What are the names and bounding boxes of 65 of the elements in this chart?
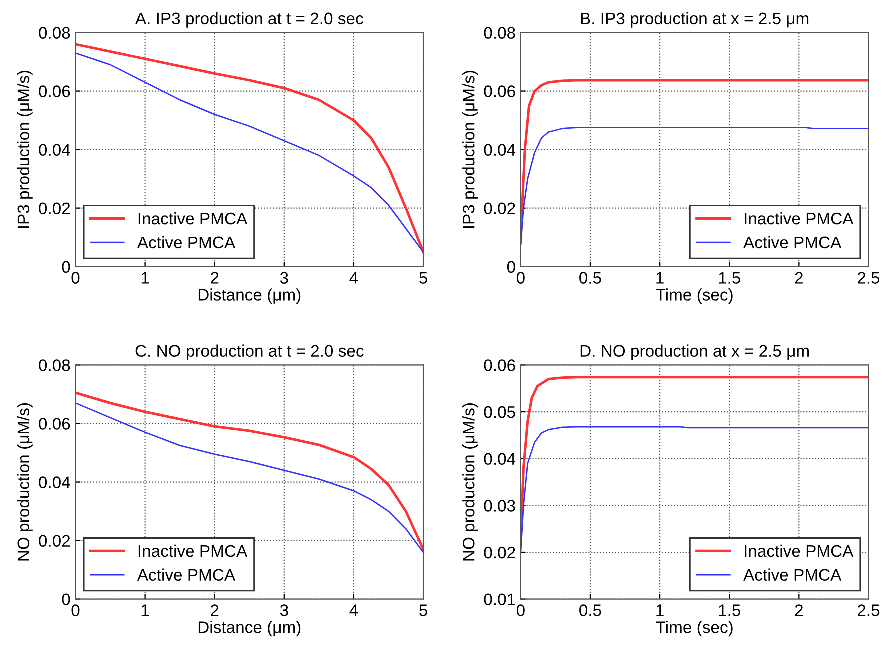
y-tick-label: 0.02 <box>39 535 70 547</box>
y-tick-label: 0.02 <box>39 202 70 215</box>
y-tick-label: 0.04 <box>39 144 70 156</box>
chart-title: C. NO production at t = 2.0 sec <box>136 344 364 360</box>
legend-label: Inactive PMCA <box>745 544 854 558</box>
x-axis-title: Distance (μm) <box>198 621 301 637</box>
x-tick-label: 2.5 <box>858 604 880 616</box>
x-tick-label: 2.5 <box>858 272 880 284</box>
y-tick-label: 0.04 <box>39 476 70 488</box>
x-tick-label: 2 <box>211 272 219 284</box>
y-tick-label: 0.06 <box>484 86 516 98</box>
chart-title: D. NO production at x = 2.5 μm <box>580 344 809 360</box>
chart-title: A. IP3 production at t = 2.0 sec <box>135 12 364 28</box>
y-tick-label: 0.06 <box>39 418 70 430</box>
legend-label: Inactive PMCA <box>138 212 248 225</box>
y-tick-label: 0.02 <box>484 546 516 559</box>
y-axis-title: NO production (μM/s) <box>17 403 33 561</box>
y-tick-label: 0.08 <box>39 360 70 372</box>
y-tick-label: 0 <box>62 261 70 274</box>
y-tick-label: 0.03 <box>484 500 516 512</box>
legend-label: Active PMCA <box>137 568 236 582</box>
x-tick-label: 0.5 <box>580 604 602 616</box>
y-tick-label: 0.01 <box>484 594 516 606</box>
chart-title: B. IP3 production at x = 2.5 μm <box>581 12 809 28</box>
x-tick-label: 3 <box>280 604 288 616</box>
x-tick-label: 0 <box>516 604 525 616</box>
legend-label: Active PMCA <box>744 568 842 582</box>
x-tick-label: 0 <box>72 604 80 616</box>
x-tick-label: 1.5 <box>719 272 740 284</box>
x-tick-label: 5 <box>420 272 428 284</box>
legend-label: Inactive PMCA <box>138 544 248 558</box>
x-tick-label: 4 <box>350 604 358 616</box>
x-axis-title: Time (sec) <box>656 621 733 637</box>
x-tick-label: 2 <box>795 272 803 284</box>
y-tick-label: 0.08 <box>39 27 70 39</box>
y-tick-label: 0.06 <box>484 360 516 372</box>
x-tick-label: 2 <box>211 604 219 616</box>
y-tick-label: 0.05 <box>484 406 516 418</box>
legend-label: Active PMCA <box>744 236 842 249</box>
x-tick-label: 3 <box>280 272 288 284</box>
y-axis-title: NO production (μM/s) <box>462 403 478 561</box>
y-tick-label: 0.04 <box>484 144 516 156</box>
x-tick-label: 1 <box>142 604 150 616</box>
x-tick-label: 1 <box>656 604 664 616</box>
y-tick-label: 0.08 <box>484 27 516 39</box>
y-tick-label: 0.06 <box>39 86 70 98</box>
x-tick-label: 1.5 <box>719 604 740 616</box>
y-tick-label: 0 <box>507 261 516 274</box>
x-tick-label: 1 <box>656 272 664 284</box>
y-axis-title: IP3 production (μM/s) <box>17 71 33 228</box>
x-tick-label: 0 <box>516 272 525 284</box>
y-tick-label: 0.02 <box>484 202 516 215</box>
y-axis-title: IP3 production (μM/s) <box>462 71 478 228</box>
x-tick-label: 0.5 <box>580 272 602 284</box>
x-tick-label: 4 <box>350 272 358 284</box>
y-tick-label: 0.04 <box>484 453 516 466</box>
x-tick-label: 5 <box>420 604 428 616</box>
legend-label: Active PMCA <box>137 236 236 249</box>
x-tick-label: 0 <box>72 272 80 284</box>
y-tick-label: 0 <box>62 594 70 606</box>
x-tick-label: 1 <box>142 272 150 284</box>
legend-label: Inactive PMCA <box>745 212 854 225</box>
x-tick-label: 2 <box>795 604 803 616</box>
x-axis-title: Time (sec) <box>656 288 733 304</box>
x-axis-title: Distance (μm) <box>198 288 301 304</box>
